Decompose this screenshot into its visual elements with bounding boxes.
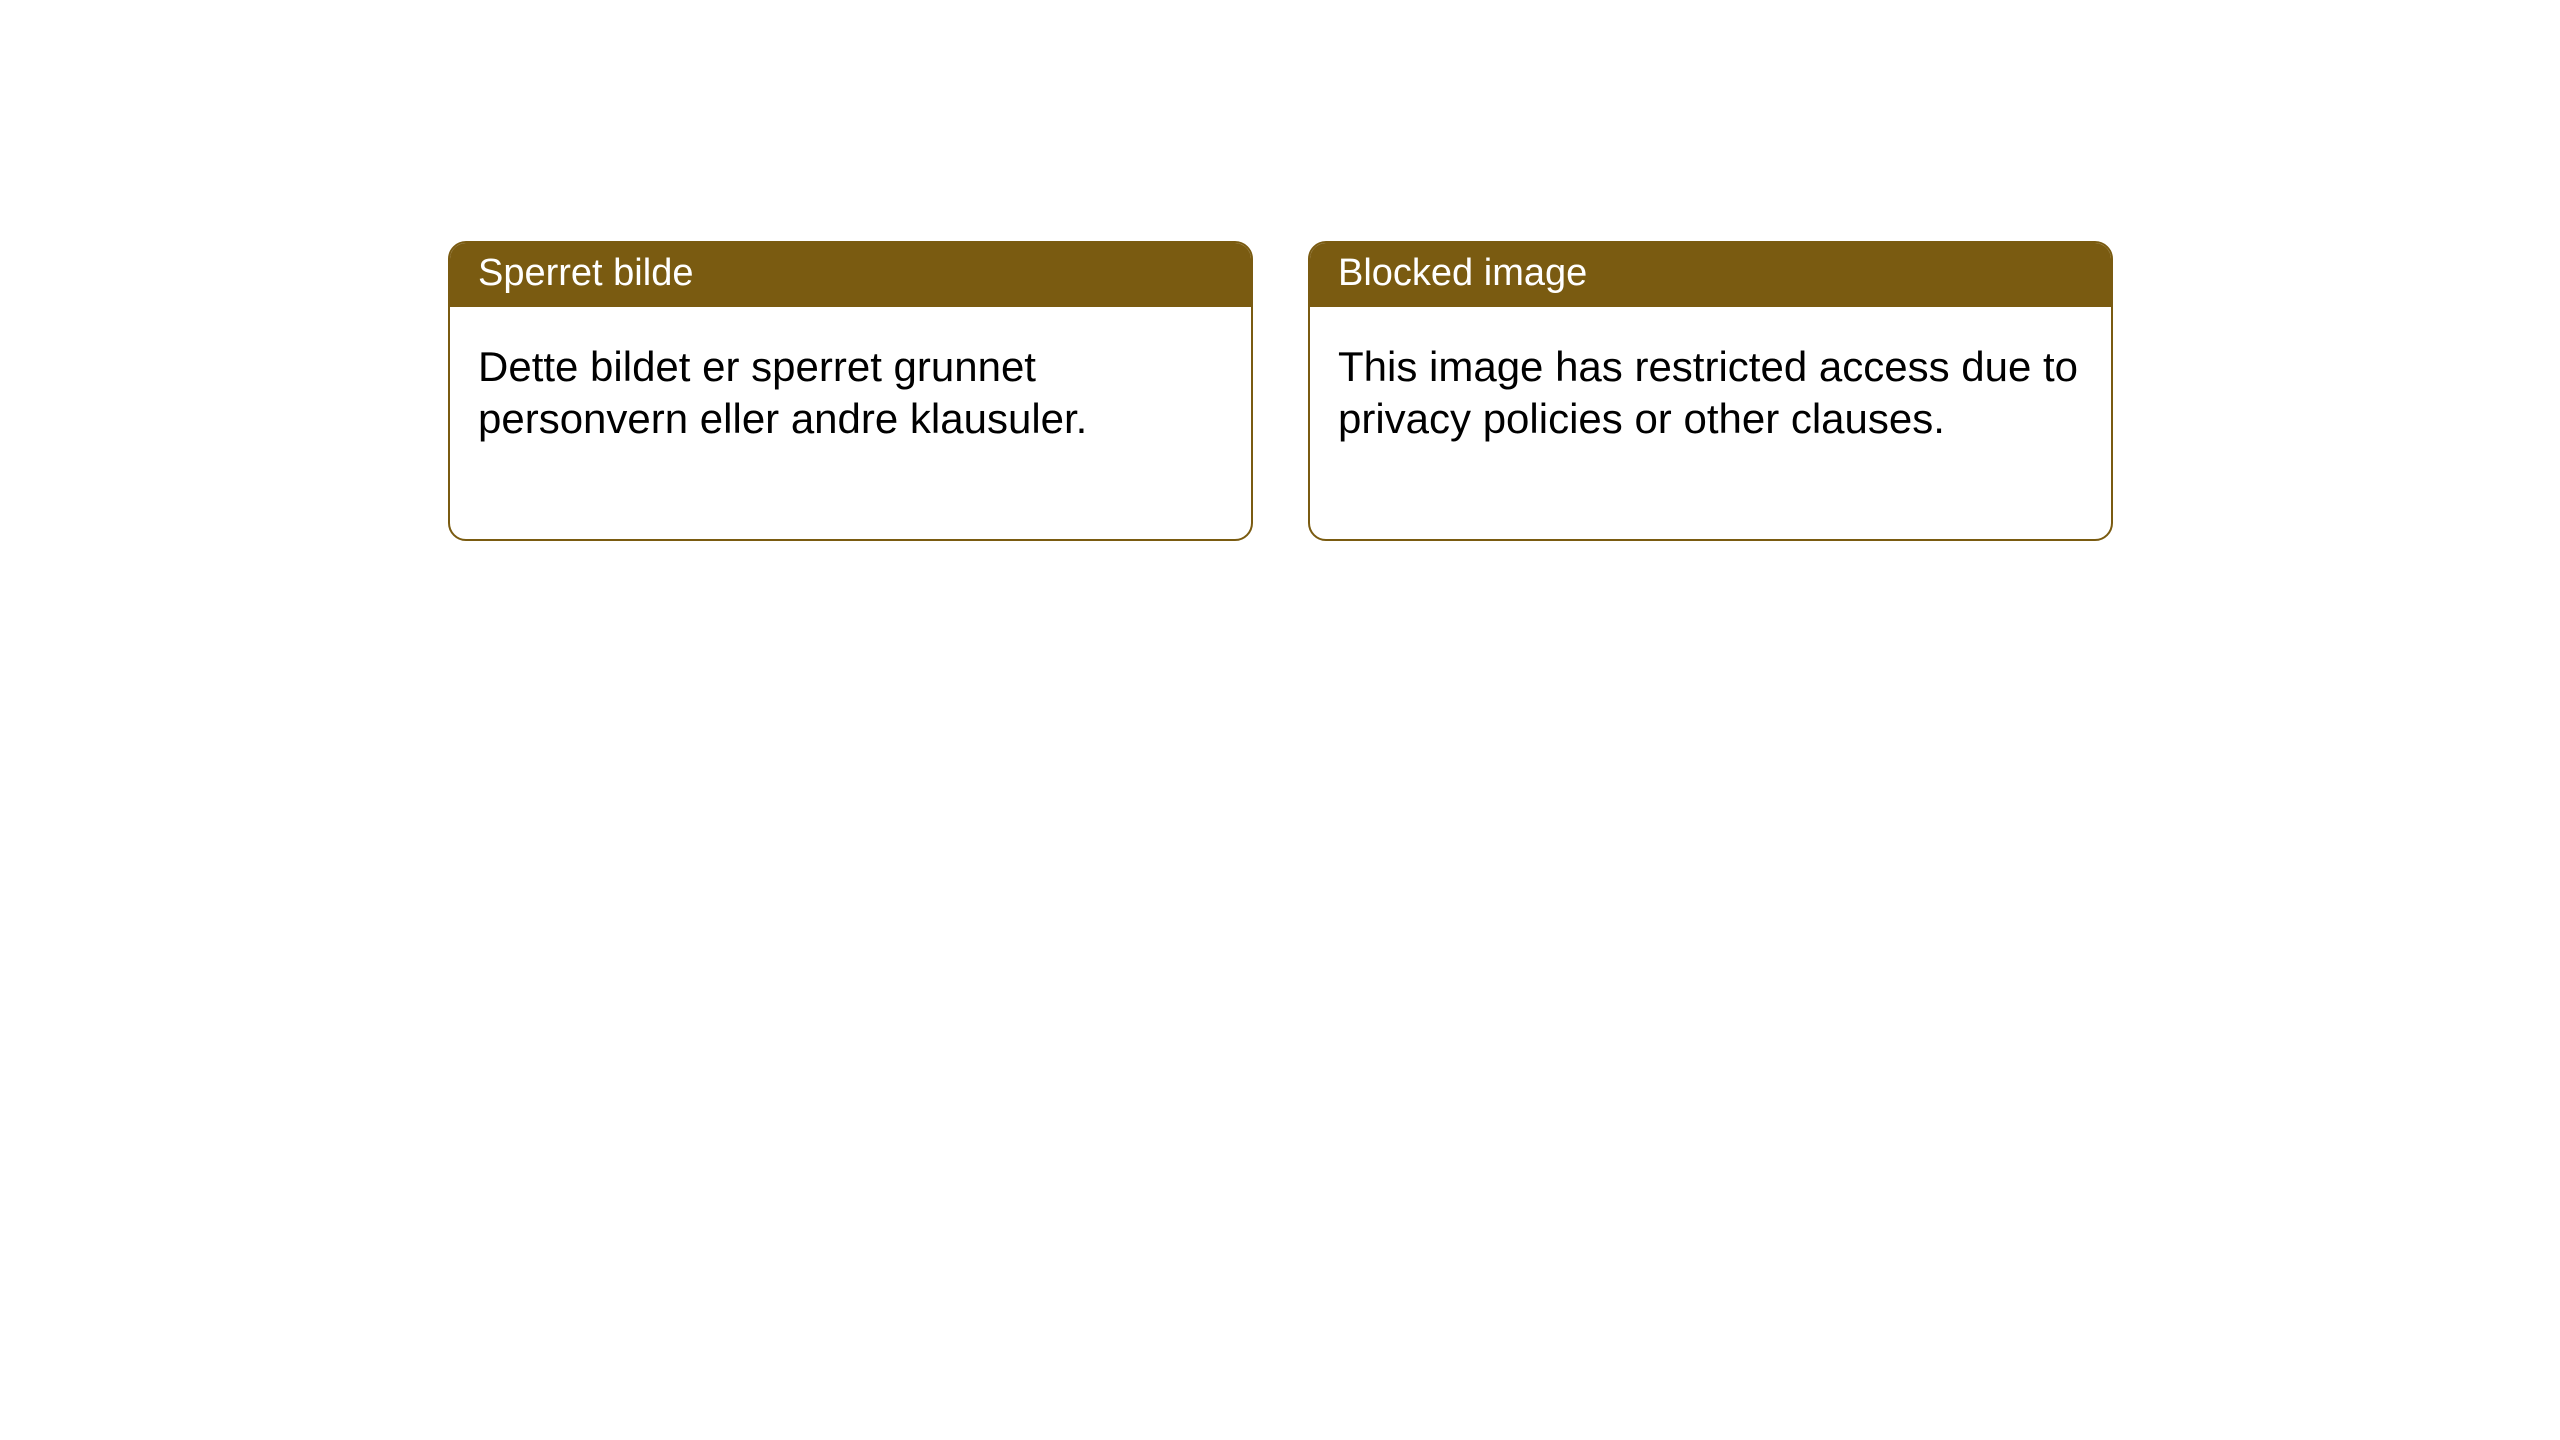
notice-header: Sperret bilde [450,243,1251,307]
notice-card-norwegian: Sperret bilde Dette bildet er sperret gr… [448,241,1253,541]
notice-body: Dette bildet er sperret grunnet personve… [450,307,1251,539]
notice-card-english: Blocked image This image has restricted … [1308,241,2113,541]
notice-header: Blocked image [1310,243,2111,307]
notice-body: This image has restricted access due to … [1310,307,2111,539]
notice-container: Sperret bilde Dette bildet er sperret gr… [448,241,2113,541]
